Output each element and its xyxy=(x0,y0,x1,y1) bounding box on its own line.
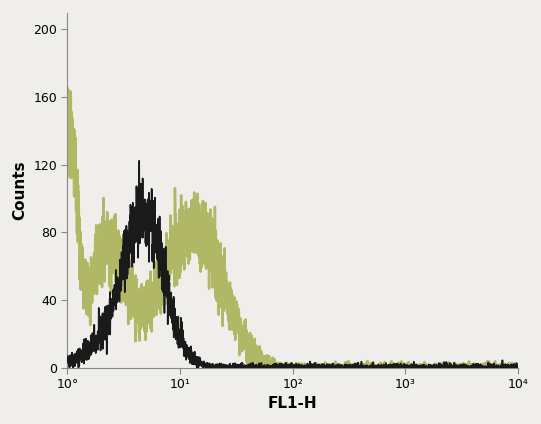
X-axis label: FL1-H: FL1-H xyxy=(268,396,318,412)
Y-axis label: Counts: Counts xyxy=(12,160,28,220)
